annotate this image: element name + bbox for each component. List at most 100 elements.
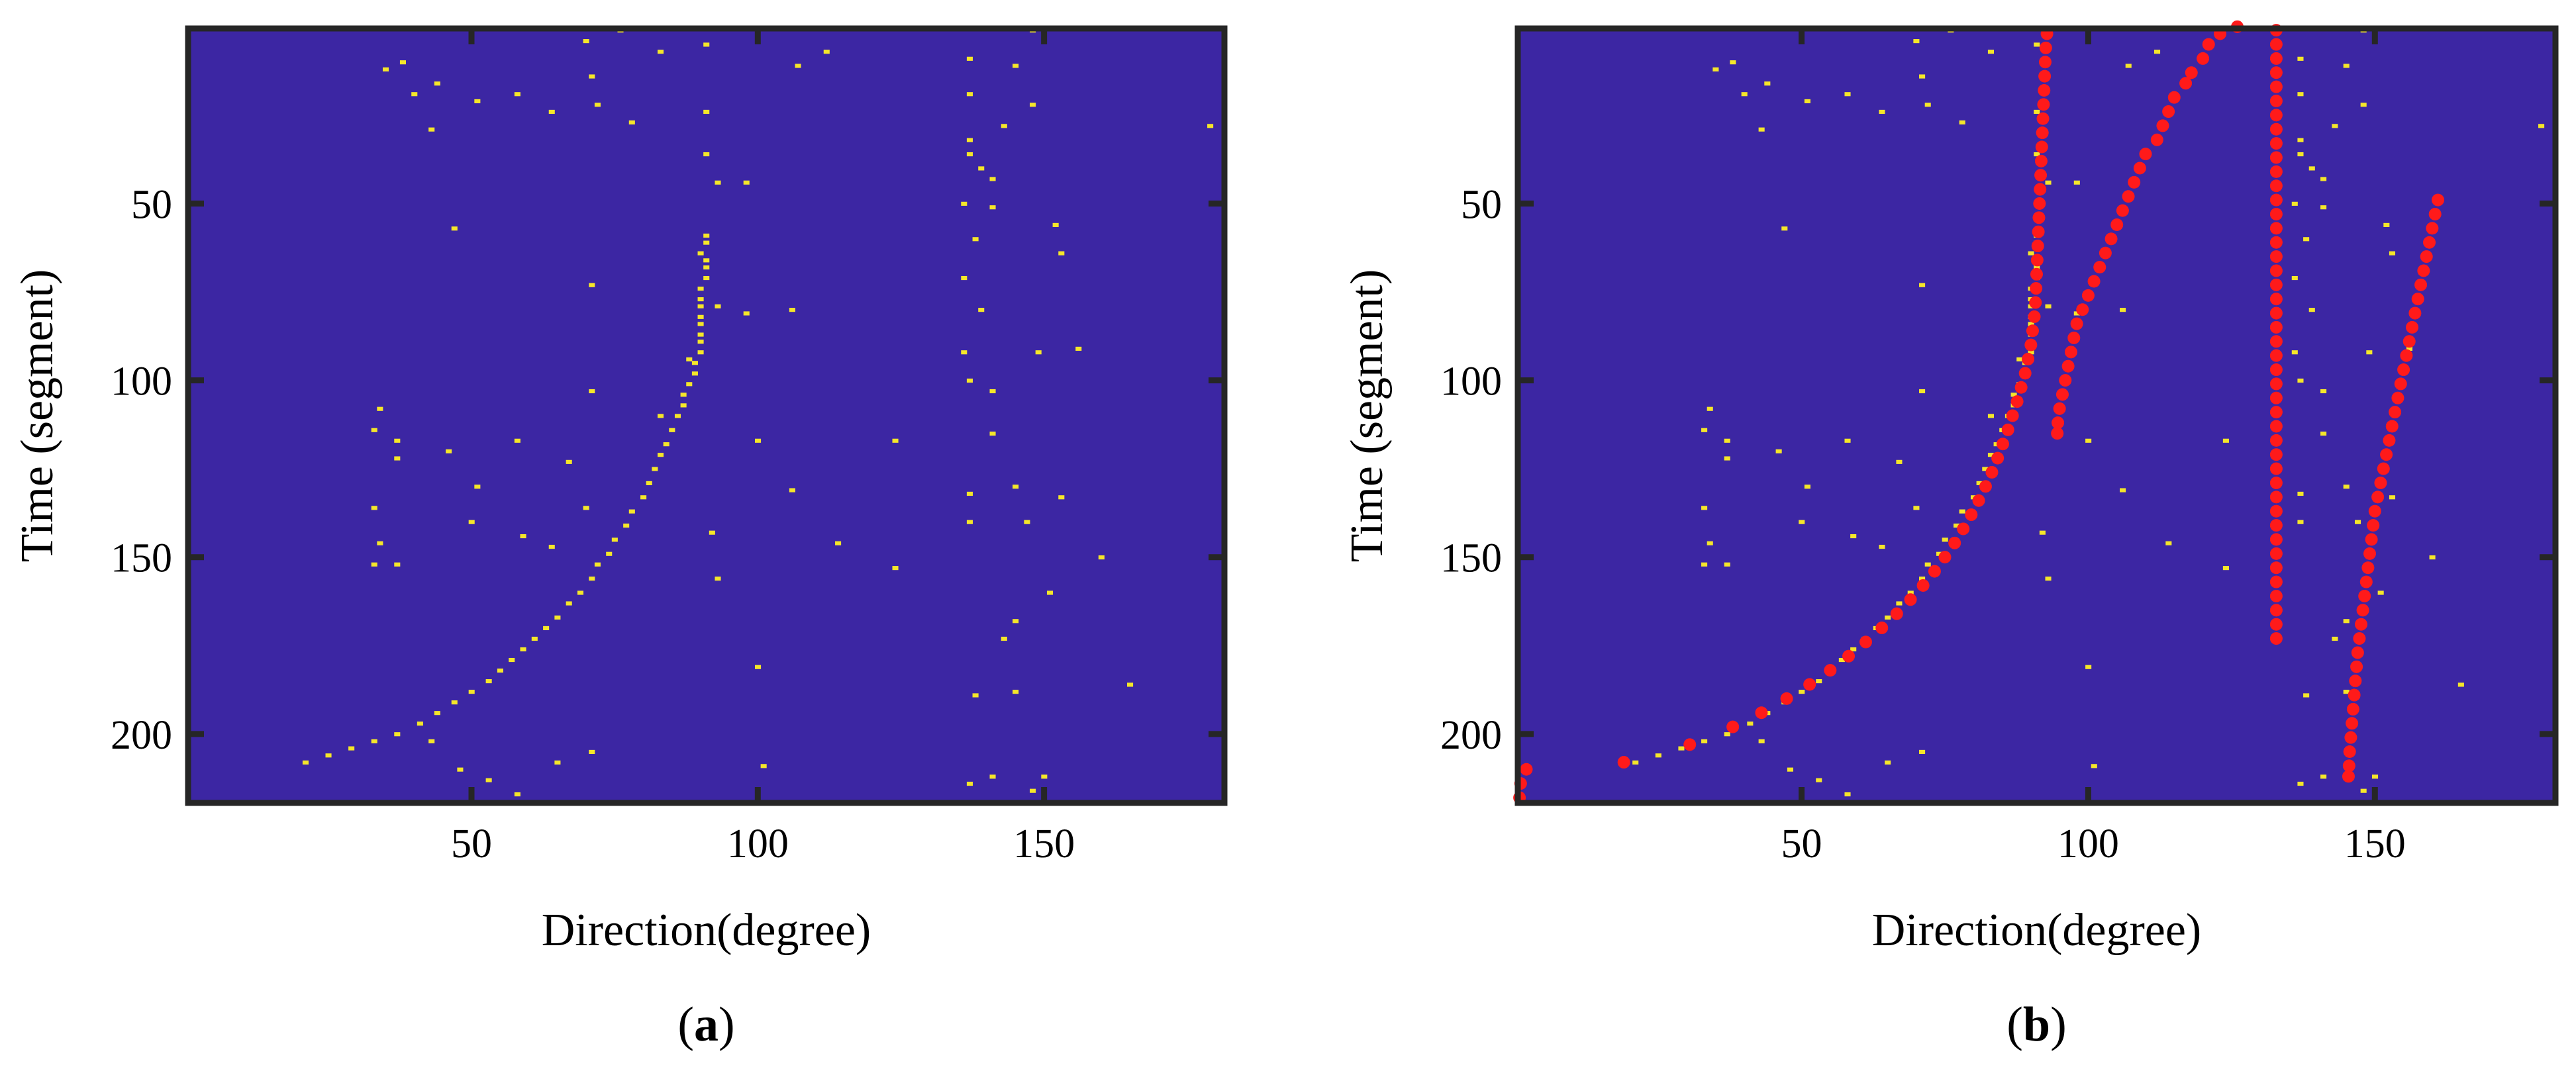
track-point [2269, 391, 2283, 404]
detection-cell [966, 56, 973, 61]
track-point [1996, 438, 2009, 451]
detection-cell [531, 636, 538, 641]
detection-cell [697, 332, 704, 337]
track-point [2128, 175, 2141, 189]
track-point [2371, 490, 2385, 504]
track-point [1985, 465, 1999, 479]
detection-cell [623, 523, 630, 528]
detection-cell [680, 403, 687, 408]
detection-cell [2303, 237, 2310, 242]
detection-cell [1712, 67, 1719, 71]
detection-cell [1058, 251, 1065, 256]
detection-cell [583, 506, 589, 510]
track-point [2269, 490, 2283, 504]
track-point [1957, 522, 1970, 536]
track-point [2349, 675, 2362, 688]
detection-cell [628, 509, 635, 514]
detection-cell [594, 103, 601, 107]
detection-cell [434, 711, 440, 716]
detection-cell [589, 74, 595, 79]
track-point [2269, 533, 2283, 546]
track-point [2029, 296, 2042, 309]
y-tick-label: 200 [1440, 713, 1502, 758]
detection-cell [594, 562, 601, 567]
track-point [2087, 275, 2101, 288]
y-tick-label: 100 [111, 359, 172, 404]
detection-cell [2028, 251, 2034, 256]
track-point [2355, 618, 2368, 631]
detection-cell [697, 251, 704, 256]
detection-cell [1919, 577, 1926, 581]
y-tick-label: 50 [131, 182, 172, 227]
track-point [2032, 225, 2045, 238]
detection-cell [1844, 438, 1851, 443]
track-point [2269, 618, 2283, 631]
track-point [2374, 477, 2387, 490]
detection-cell [789, 308, 795, 312]
detection-cell [2297, 491, 2304, 496]
track-point [2269, 293, 2283, 306]
detection-cell [1804, 485, 1810, 489]
track-point [2110, 218, 2124, 232]
detection-cell [1701, 506, 1708, 510]
detection-cell [2320, 205, 2327, 210]
track-point [2150, 133, 2163, 146]
detection-cell [2371, 774, 2379, 779]
detection-cell [1799, 690, 1805, 694]
detection-cell [2297, 56, 2304, 61]
detection-cell [674, 414, 681, 418]
detection-cell [606, 551, 613, 556]
detection-cell [1058, 495, 1065, 500]
detection-cell [514, 92, 520, 97]
track-point [2269, 434, 2283, 447]
panel-letter: a [694, 998, 718, 1052]
track-point [2350, 660, 2363, 673]
detection-cell [691, 361, 698, 365]
detection-cell [966, 152, 973, 157]
track-point [1859, 635, 1873, 649]
detection-cell [978, 166, 985, 171]
track-4 [2342, 193, 2445, 783]
track-point [2269, 519, 2283, 532]
detection-cell [1919, 283, 1926, 287]
track-point [2383, 434, 2396, 447]
track-point [2367, 519, 2380, 532]
detection-cell [411, 92, 418, 97]
detection-cell [589, 389, 595, 394]
detection-cell [989, 205, 996, 210]
track-point [2403, 335, 2416, 348]
detection-cell [703, 42, 710, 47]
y-axis-label: Time (segment) [12, 269, 63, 563]
detection-cell [1052, 222, 1059, 227]
detection-cell [2320, 177, 2327, 181]
track-point [2030, 267, 2043, 281]
panel-a: 50 100 150 50 100 150 200 Direction(degree) Time… [12, 25, 1228, 1052]
detection-cell [377, 406, 383, 411]
track-point [2269, 179, 2283, 193]
detection-cell [1775, 449, 1782, 453]
track-point [2269, 222, 2283, 235]
detection-cell [1655, 753, 1661, 758]
detection-cell [1730, 60, 1736, 65]
detection-cell [589, 283, 595, 287]
track-point [2426, 222, 2439, 235]
track-point [2377, 462, 2390, 475]
track-point [2269, 250, 2283, 263]
track-point [1842, 649, 1856, 663]
heatmap-background [188, 28, 1224, 803]
track-point [2269, 335, 2283, 348]
track-point [2185, 66, 2198, 79]
detection-cell [961, 275, 967, 281]
track-point [2056, 388, 2069, 401]
track-point [2053, 402, 2066, 415]
detection-cell [468, 520, 475, 524]
detection-cell [686, 357, 693, 361]
detection-cell [474, 99, 481, 103]
detection-cell [2016, 357, 2023, 361]
detection-cell [1844, 92, 1851, 97]
track-point [1803, 678, 1816, 691]
track-point [2343, 745, 2356, 759]
track-point [2356, 604, 2369, 617]
detection-cell [2360, 103, 2367, 107]
track-point [2034, 154, 2048, 167]
